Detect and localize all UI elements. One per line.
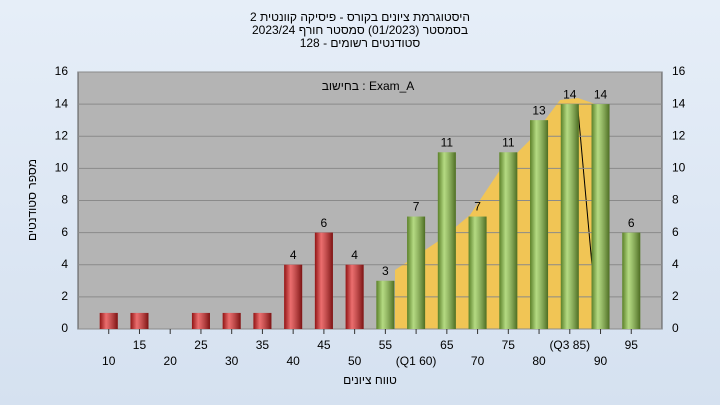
value-label: 4 bbox=[351, 248, 358, 262]
x-tick-label: 15 bbox=[133, 338, 147, 352]
y2-tick-label: 8 bbox=[672, 193, 679, 207]
value-label: 4 bbox=[290, 248, 297, 262]
value-label: 7 bbox=[474, 200, 481, 214]
x-tick-label: 50 bbox=[348, 354, 362, 368]
bar-shade bbox=[345, 264, 364, 329]
y-tick-label: 0 bbox=[61, 321, 68, 335]
x-tick-label: 40 bbox=[286, 354, 300, 368]
bar-shade bbox=[284, 264, 303, 329]
x-tick-label: (Q3 85) bbox=[549, 338, 590, 352]
value-label: 6 bbox=[628, 216, 635, 230]
value-label: 14 bbox=[563, 87, 577, 101]
x-tick-label: 25 bbox=[194, 338, 208, 352]
bar-shade bbox=[191, 312, 210, 329]
x-tick-label: 70 bbox=[471, 354, 485, 368]
x-tick-label: 65 bbox=[440, 338, 454, 352]
bar-shade bbox=[591, 104, 610, 329]
y-tick-label: 10 bbox=[55, 161, 69, 175]
title: סטודנטים רשומים - 128 bbox=[300, 36, 421, 50]
y2-tick-label: 10 bbox=[672, 161, 686, 175]
x-tick-label: 90 bbox=[594, 354, 608, 368]
title: היסטוגרמת ציונים בקורס - פיסיקה קוונטית … bbox=[250, 10, 470, 24]
bar-shade bbox=[222, 312, 241, 329]
bar-shade bbox=[376, 280, 395, 329]
bar-shade bbox=[622, 232, 641, 329]
bar-shade bbox=[530, 120, 549, 329]
y2-tick-label: 12 bbox=[672, 128, 686, 142]
value-label: 14 bbox=[594, 87, 608, 101]
y2-tick-label: 4 bbox=[672, 257, 679, 271]
bar-shade bbox=[253, 312, 272, 329]
x-tick-label: 35 bbox=[256, 338, 270, 352]
bar-shade bbox=[314, 232, 333, 329]
title: בסמסטר (01/2023) סמסטר חורף 2023/24 bbox=[252, 23, 468, 37]
bar-shade bbox=[437, 152, 456, 329]
x-tick-label: 95 bbox=[625, 338, 639, 352]
x-tick-label: 45 bbox=[317, 338, 331, 352]
y-axis-label: מספר סטודנטים bbox=[25, 159, 39, 241]
x-tick-label: 75 bbox=[502, 338, 516, 352]
x-tick-label: 10 bbox=[102, 354, 116, 368]
value-label: 13 bbox=[532, 103, 546, 117]
y-tick-label: 4 bbox=[61, 257, 68, 271]
x-tick-label: 55 bbox=[379, 338, 393, 352]
value-label: 11 bbox=[441, 135, 454, 149]
y2-tick-label: 2 bbox=[672, 289, 679, 303]
value-label: 6 bbox=[321, 216, 328, 230]
x-tick-label: 80 bbox=[532, 354, 546, 368]
y2-tick-label: 0 bbox=[672, 321, 679, 335]
annotation: בחישוב : Exam_A bbox=[322, 79, 415, 93]
y-tick-label: 8 bbox=[61, 193, 68, 207]
value-label: 3 bbox=[382, 264, 389, 278]
bar-shade bbox=[130, 312, 149, 329]
x-tick-label: 30 bbox=[225, 354, 239, 368]
bar-shade bbox=[560, 104, 579, 329]
bar-shade bbox=[407, 216, 426, 329]
value-label: 7 bbox=[413, 200, 420, 214]
y2-tick-label: 6 bbox=[672, 225, 679, 239]
x-axis-label: טווח ציונים bbox=[343, 373, 397, 387]
y2-tick-label: 16 bbox=[672, 64, 686, 78]
x-tick-label: (Q1 60) bbox=[396, 354, 437, 368]
bar-shade bbox=[468, 216, 487, 329]
x-tick-label: 20 bbox=[164, 354, 178, 368]
y-tick-label: 12 bbox=[55, 128, 69, 142]
y2-tick-label: 14 bbox=[672, 96, 686, 110]
y-tick-label: 16 bbox=[55, 64, 69, 78]
value-label: 11 bbox=[502, 135, 515, 149]
y-tick-label: 2 bbox=[61, 289, 68, 303]
bar-shade bbox=[499, 152, 518, 329]
y-tick-label: 6 bbox=[61, 225, 68, 239]
bar-shade bbox=[99, 312, 118, 329]
y-tick-label: 14 bbox=[55, 96, 69, 110]
